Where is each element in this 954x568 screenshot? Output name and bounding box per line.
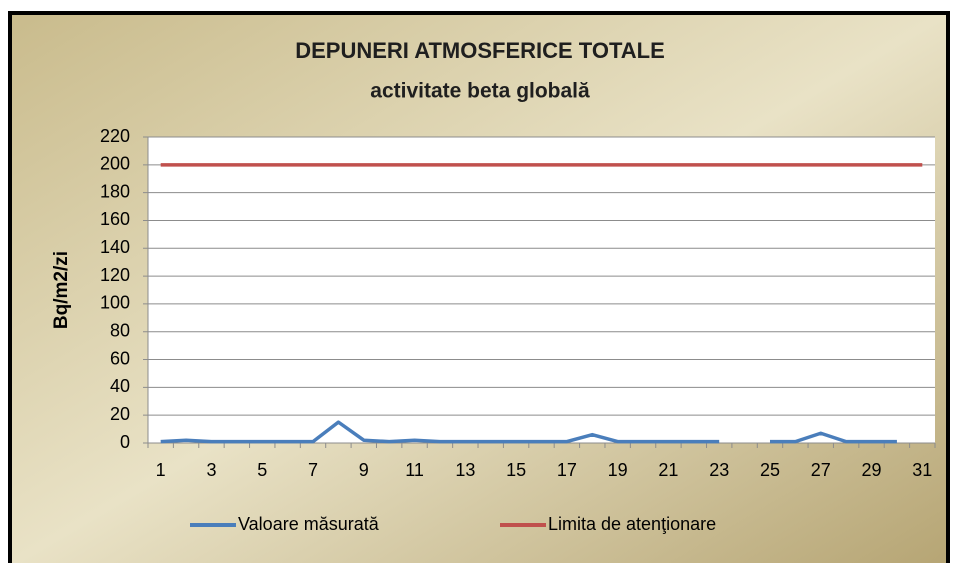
x-tick-label: 13 <box>455 460 475 480</box>
legend-label: Valoare măsurată <box>238 514 380 534</box>
x-tick-label: 9 <box>359 460 369 480</box>
y-tick-label: 180 <box>100 181 130 201</box>
y-axis-title: Bq/m2/zi <box>51 251 72 329</box>
x-tick-label: 21 <box>658 460 678 480</box>
chart-subtitle: activitate beta globală <box>370 80 590 103</box>
series-line <box>160 420 897 444</box>
x-tick-label: 27 <box>811 460 831 480</box>
y-tick-label: 80 <box>110 320 130 340</box>
x-tick-label: 25 <box>760 460 780 480</box>
x-tick-label: 5 <box>257 460 267 480</box>
x-tick-label: 15 <box>506 460 526 480</box>
x-tick-label: 7 <box>308 460 318 480</box>
legend-label: Limita de atenţionare <box>548 514 716 534</box>
x-tick-label: 17 <box>557 460 577 480</box>
y-tick-label: 40 <box>110 376 130 396</box>
x-tick-label: 31 <box>912 460 932 480</box>
x-tick-label: 3 <box>206 460 216 480</box>
y-tick-label: 0 <box>120 432 130 452</box>
y-tick-label: 120 <box>100 265 130 285</box>
plot-area <box>148 137 935 443</box>
y-tick-label: 200 <box>100 154 130 174</box>
x-tick-label: 11 <box>405 460 424 480</box>
y-tick-label: 160 <box>100 209 130 229</box>
y-tick-label: 220 <box>100 126 130 146</box>
x-tick-label: 19 <box>608 460 628 480</box>
y-tick-label: 140 <box>100 237 130 257</box>
chart-title: DEPUNERI ATMOSFERICE TOTALE <box>295 38 665 63</box>
y-tick-label: 100 <box>100 293 130 313</box>
x-tick-label: 29 <box>862 460 882 480</box>
y-tick-label: 20 <box>110 404 130 424</box>
y-tick-label: 60 <box>110 348 130 368</box>
x-tick-label: 1 <box>156 460 166 480</box>
x-tick-label: 23 <box>709 460 729 480</box>
